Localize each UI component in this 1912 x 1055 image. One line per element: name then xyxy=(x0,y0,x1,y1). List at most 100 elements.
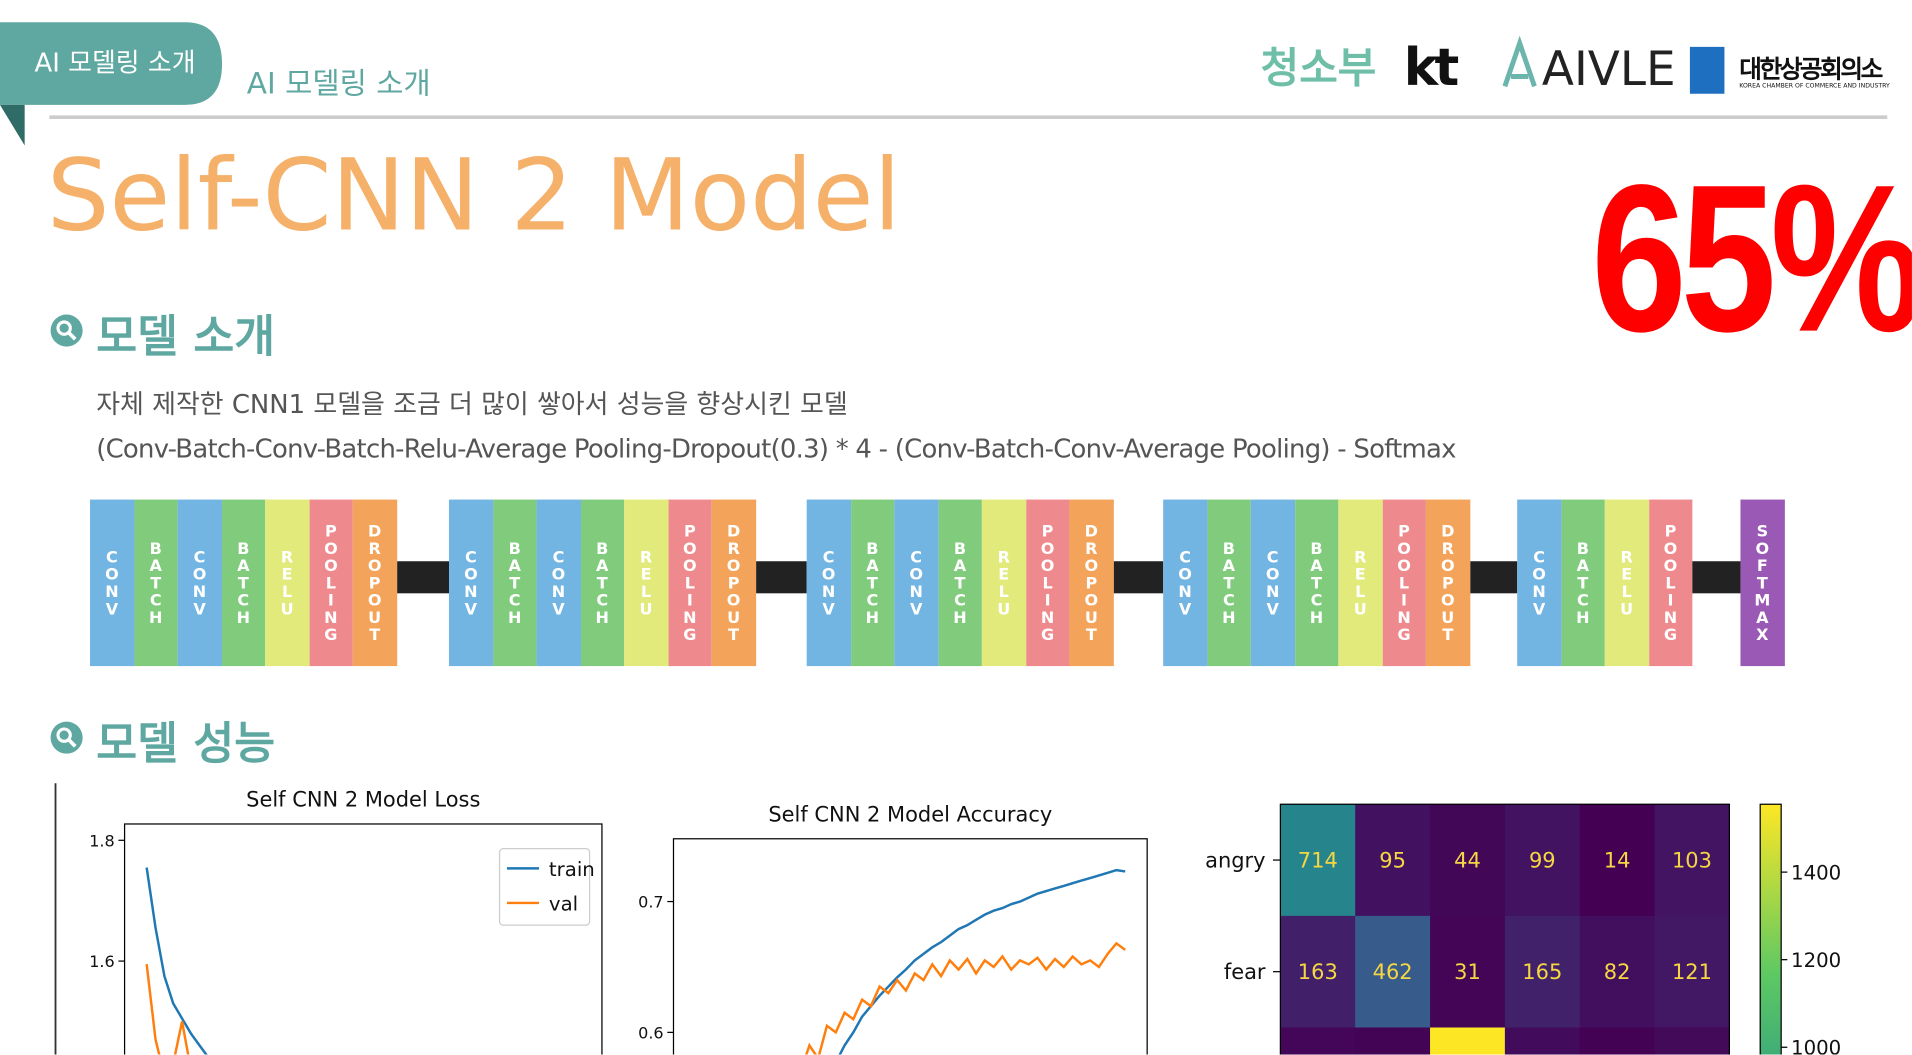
cell xyxy=(1430,915,1506,1029)
layer-block: BATCH xyxy=(133,499,178,667)
layer-label: CONV xyxy=(1175,548,1195,618)
cell-label: 14 xyxy=(1604,848,1631,872)
layer-block: POOLING xyxy=(308,499,353,667)
layer-label: RELU xyxy=(1350,548,1370,618)
layer-label: POOLING xyxy=(1661,522,1680,644)
layer-label: BATCH xyxy=(863,539,882,627)
layer-label: CONV xyxy=(549,548,568,618)
title: Self-CNN 2 Model xyxy=(46,138,901,253)
cell-label: 99 xyxy=(1529,848,1556,872)
layer-block: DROPOUT xyxy=(711,499,756,667)
colorbar-label: 1400 xyxy=(1791,862,1841,885)
layer-label: CONV xyxy=(102,548,122,618)
connector xyxy=(1469,561,1518,594)
layer-block: CONV xyxy=(1517,499,1561,667)
layer-label: POOLING xyxy=(1038,522,1057,644)
cell xyxy=(1579,804,1656,917)
layer-block: RELU xyxy=(1338,499,1383,667)
connector xyxy=(755,561,807,594)
cell-label: 103 xyxy=(1672,848,1712,872)
cell xyxy=(1654,1027,1730,1055)
colorbar-label: 1000 xyxy=(1791,1037,1841,1055)
cell-label: 95 xyxy=(1379,848,1406,872)
layer-block: CONV xyxy=(806,499,851,667)
layer-block: BATCH xyxy=(492,499,537,667)
layer-label: BATCH xyxy=(1219,539,1239,627)
layer-block: BATCH xyxy=(221,499,266,667)
layer-label: CONV xyxy=(906,548,926,618)
layer-block: RELU xyxy=(981,499,1026,667)
y-tick-label: 1.8 xyxy=(89,831,114,850)
row-label: fear xyxy=(1224,960,1266,984)
layer-label: CONV xyxy=(819,548,838,618)
logo: KOREA CHAMBER OF COMMERCE AND INDUSTRY xyxy=(1739,82,1890,91)
chart-title: Self CNN 2 Model Accuracy xyxy=(768,803,1052,827)
cell xyxy=(1280,804,1356,917)
logo: AIVLE xyxy=(1541,41,1676,97)
layer-block: CONV xyxy=(448,499,493,667)
layer-label: RELU xyxy=(636,548,656,618)
layer-label: BATCH xyxy=(1307,539,1326,627)
legend-label: val xyxy=(549,892,578,915)
layer-block: BATCH xyxy=(1294,499,1339,667)
layer-label: BATCH xyxy=(146,539,165,627)
logo: kt xyxy=(1403,37,1460,98)
layer-block: BATCH xyxy=(1560,499,1605,667)
layer-label: CONV xyxy=(1529,548,1549,618)
layer-label: DROPOUT xyxy=(365,522,384,644)
layer-block: BATCH xyxy=(580,499,625,667)
layer-block: BATCH xyxy=(1206,499,1251,667)
layer-block: DROPOUT xyxy=(1425,499,1470,667)
layer-block: BATCH xyxy=(938,499,982,667)
y-tick-label: 1.6 xyxy=(89,952,114,971)
layer-block: CONV xyxy=(1250,499,1295,667)
cell xyxy=(1504,915,1581,1029)
plot-frame xyxy=(1279,803,1730,1055)
tab-label: AI 모델링 소개 xyxy=(34,48,196,78)
cell xyxy=(1430,804,1506,917)
colorbar xyxy=(1759,803,1782,1055)
layer-block: POOLING xyxy=(1382,499,1426,667)
cell xyxy=(1355,1027,1431,1055)
description: 자체 제작한 CNN1 모델을 조금 더 많이 쌓아서 성능을 향상시킨 모델 xyxy=(96,389,848,420)
cell-label: 31 xyxy=(1454,960,1481,984)
connector xyxy=(1692,561,1741,594)
layer-label: RELU xyxy=(1617,548,1636,618)
cell xyxy=(1280,1027,1356,1055)
layer-block: CONV xyxy=(90,499,134,667)
layer-block: RELU xyxy=(265,499,309,667)
layer-label: POOLING xyxy=(680,522,700,644)
cell xyxy=(1579,1027,1656,1055)
layer-block: RELU xyxy=(1604,499,1649,667)
layer-label: CONV xyxy=(190,548,209,618)
layer-block: CONV xyxy=(177,499,222,667)
layer-block: BATCH xyxy=(850,499,895,667)
layer-label: SOFTMAX xyxy=(1753,522,1772,644)
section-heading: 모델 성능 xyxy=(96,719,276,770)
row-label: angry xyxy=(1205,848,1265,872)
layer-label: BATCH xyxy=(234,539,253,627)
connector xyxy=(396,561,449,594)
logo: 대한상공회의소 xyxy=(1739,54,1883,84)
layer-block: POOLING xyxy=(667,499,712,667)
colorbar-label: 1200 xyxy=(1791,949,1841,972)
line xyxy=(838,868,1126,1055)
line xyxy=(805,941,1126,1055)
legend-label: train xyxy=(549,858,595,881)
cell xyxy=(1430,1027,1506,1055)
cell-label: 165 xyxy=(1522,960,1562,984)
cell xyxy=(1504,1027,1581,1055)
y-tick-label: 0.7 xyxy=(638,893,663,912)
cell xyxy=(1504,804,1581,917)
layer-block: POOLING xyxy=(1648,499,1693,667)
layer-label: CONV xyxy=(1263,548,1282,618)
layer-block: CONV xyxy=(894,499,939,667)
layer-block: CONV xyxy=(536,499,581,667)
layer-block: DROPOUT xyxy=(352,499,397,667)
cell xyxy=(1280,915,1356,1029)
layer-label: DROPOUT xyxy=(724,522,743,644)
layer-label: RELU xyxy=(994,548,1014,618)
cell-label: 163 xyxy=(1298,960,1338,984)
